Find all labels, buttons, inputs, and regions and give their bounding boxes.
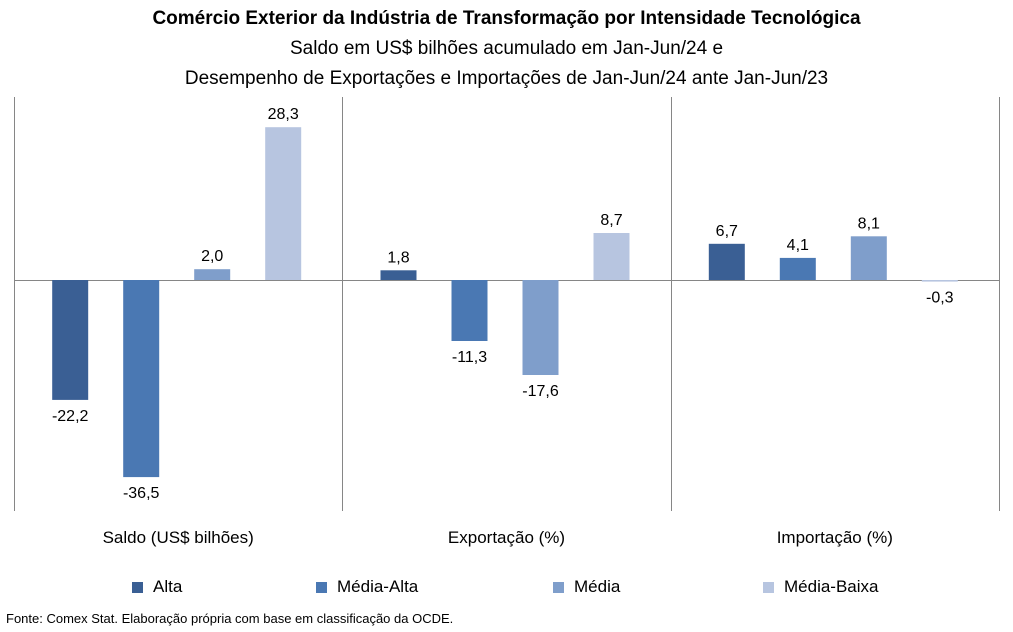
chart-subtitle-line2: Desempenho de Exportações e Importações … [184, 68, 829, 89]
legend-swatch [132, 581, 143, 593]
category-label: Exportação (%) [448, 528, 565, 547]
bar-média-baixa-3 [921, 280, 958, 282]
chart-title-block: Comércio Exterior da Indústria de Transf… [0, 4, 1013, 94]
bar-média-3 [850, 236, 887, 280]
data-label: 4,1 [787, 237, 809, 254]
legend-swatch [316, 581, 327, 593]
source-note: Fonte: Comex Stat. Elaboração própria co… [6, 611, 454, 626]
legend-item-média-alta: Média-Alta [316, 574, 418, 600]
data-label: -22,2 [52, 408, 89, 425]
legend-item-média-baixa: Média-Baixa [763, 574, 879, 600]
bar-média-alta-2 [451, 280, 488, 341]
chart-title: Comércio Exterior da Indústria de Transf… [152, 8, 861, 29]
data-label: 6,7 [716, 223, 738, 240]
bar-alta-1 [52, 280, 89, 400]
category-label: Saldo (US$ bilhões) [103, 528, 254, 547]
data-label: 2,0 [201, 248, 223, 265]
data-label: 28,3 [268, 106, 299, 123]
category-label: Importação (%) [777, 528, 893, 547]
legend-label: Média-Baixa [784, 577, 879, 596]
data-label: -0,3 [926, 290, 954, 307]
chart-legend: Alta Média-Alta Média Média-Baixa [0, 574, 1013, 600]
bar-alta-3 [708, 243, 745, 280]
bar-média-alta-3 [779, 257, 816, 280]
legend-label: Média-Alta [337, 577, 419, 596]
bar-alta-2 [380, 270, 417, 280]
legend-label: Alta [153, 577, 183, 596]
bar-média-baixa-1 [265, 127, 302, 280]
data-label: -17,6 [522, 383, 559, 400]
legend-item-alta: Alta [132, 574, 182, 600]
legend-label: Média [574, 577, 621, 596]
data-label: 1,8 [387, 249, 409, 266]
legend-swatch [763, 581, 774, 593]
bar-média-1 [194, 269, 231, 280]
bar-média-alta-1 [123, 280, 160, 478]
data-label: -36,5 [123, 485, 160, 502]
chart-subtitle-line1: Saldo em US$ bilhões acumulado em Jan-Ju… [289, 38, 724, 59]
bar-média-2 [522, 280, 559, 375]
data-label: -11,3 [452, 349, 487, 366]
data-label: 8,1 [858, 215, 880, 232]
legend-swatch [553, 581, 564, 593]
data-label: 8,7 [600, 212, 622, 229]
legend-item-média: Média [553, 574, 620, 600]
bar-média-baixa-2 [593, 233, 630, 280]
